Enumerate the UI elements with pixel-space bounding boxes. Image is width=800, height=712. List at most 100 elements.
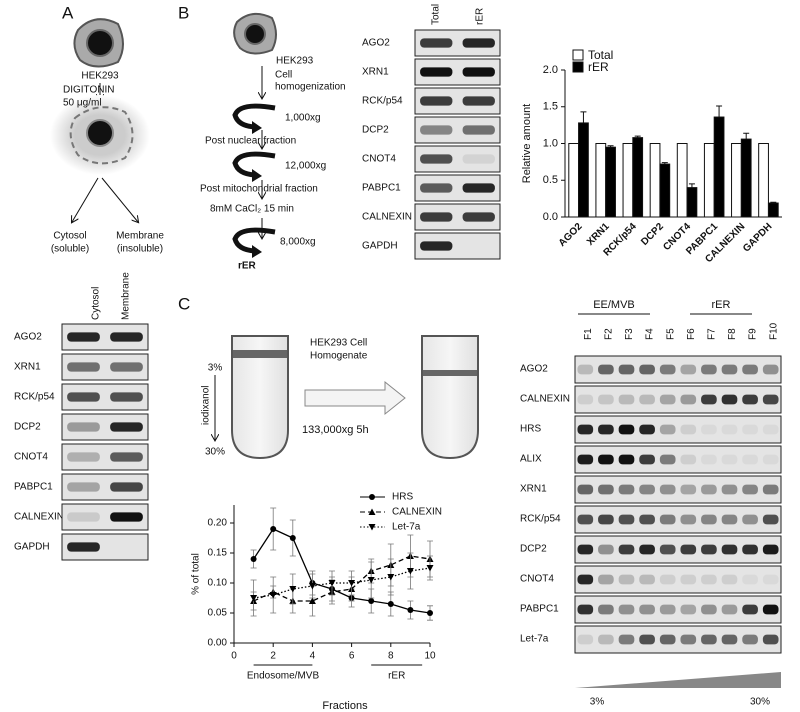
blot-label: CALNEXIN: [14, 512, 64, 523]
y-tick-label: 0.05: [208, 608, 228, 619]
band: [420, 212, 453, 222]
band: [598, 514, 614, 525]
band: [639, 514, 655, 525]
band: [659, 394, 676, 405]
fraction: Membrane: [116, 231, 164, 242]
band: [110, 482, 143, 492]
marker: [368, 508, 376, 515]
band: [721, 484, 738, 495]
band: [680, 364, 697, 375]
fraction: (insoluble): [117, 244, 163, 255]
legend-swatch: [572, 49, 584, 61]
marker: [368, 524, 376, 531]
blot-label: PABPC1: [14, 482, 53, 493]
band: [762, 364, 779, 375]
x-tick-label: 0: [231, 651, 237, 662]
band: [639, 634, 655, 645]
bar: [595, 143, 607, 218]
x-tick-label: 10: [424, 651, 436, 662]
band: [110, 422, 143, 432]
blot-label: DCP2: [14, 422, 41, 433]
legend-label: rER: [588, 60, 609, 74]
marker: [407, 607, 414, 613]
band: [618, 454, 635, 465]
band: [577, 394, 594, 405]
band: [67, 542, 100, 552]
band: [721, 394, 738, 405]
y-axis-label: % of total: [191, 553, 202, 595]
band: [680, 394, 697, 405]
band: [762, 424, 779, 435]
band: [742, 484, 758, 495]
band: [462, 67, 495, 77]
blot-label: HRS: [520, 424, 541, 435]
error-bar: [770, 201, 777, 204]
step: 12,000xg: [285, 161, 326, 172]
bar: [578, 122, 589, 218]
band: [420, 96, 453, 106]
bar: [686, 187, 698, 218]
marker: [250, 556, 257, 562]
band: [659, 514, 676, 525]
band: [67, 512, 100, 522]
band: [420, 154, 453, 164]
blot: [414, 145, 501, 173]
band: [618, 424, 635, 435]
gradient-label: 30%: [205, 447, 225, 458]
band: [680, 544, 697, 555]
band: [577, 424, 594, 435]
marker: [427, 610, 433, 616]
band: [659, 364, 676, 375]
blot-label: AGO2: [14, 332, 42, 343]
band: [67, 422, 100, 432]
legend-label: CALNEXIN: [392, 507, 442, 518]
lane-label: rER: [475, 8, 486, 25]
lane-label: F6: [686, 328, 697, 340]
panel-a-diagram: [50, 18, 150, 222]
panel-label: B: [178, 3, 189, 22]
bar: [659, 163, 671, 218]
lane-label: Cytosol: [91, 287, 102, 320]
step: Post mitochondrial fraction: [200, 184, 318, 195]
bar: [713, 116, 725, 218]
marker: [270, 526, 277, 532]
panel-label: A: [62, 3, 74, 22]
band: [721, 424, 738, 435]
band: [639, 394, 655, 405]
marker: [250, 595, 258, 602]
blot-label: GAPDH: [14, 542, 50, 553]
band: [618, 514, 635, 525]
band: [701, 514, 717, 525]
blot: [574, 565, 782, 594]
x-tick-label: GAPDH: [741, 221, 774, 254]
band: [680, 484, 697, 495]
y-tick-label: 0.20: [208, 518, 228, 529]
band: [598, 484, 614, 495]
sample: HEK293 Cell: [310, 338, 367, 349]
band: [598, 364, 614, 375]
lane-label: F1: [583, 328, 594, 340]
marker: [289, 535, 296, 541]
y-tick-label: 0.10: [208, 578, 228, 589]
band: [721, 634, 738, 645]
band: [598, 424, 614, 435]
band: [577, 454, 594, 465]
gradient-wedge: [575, 672, 781, 688]
band: [680, 574, 697, 585]
blot-label: CNOT4: [362, 154, 396, 165]
marker: [328, 580, 336, 587]
y-tick-label: 0.15: [208, 548, 228, 559]
band: [701, 604, 717, 615]
lane-label: F3: [624, 328, 635, 340]
band: [420, 241, 453, 251]
blot-label: CALNEXIN: [362, 212, 412, 223]
band: [110, 452, 143, 462]
cell-line: HEK293: [276, 56, 314, 67]
band: [577, 544, 594, 555]
x-tick-label: 6: [349, 651, 355, 662]
x-tick-label: 2: [270, 651, 276, 662]
band: [462, 154, 495, 164]
blot-label: RCK/p54: [520, 514, 561, 525]
lane-label: F7: [707, 328, 718, 340]
blot-label: AGO2: [362, 38, 390, 49]
